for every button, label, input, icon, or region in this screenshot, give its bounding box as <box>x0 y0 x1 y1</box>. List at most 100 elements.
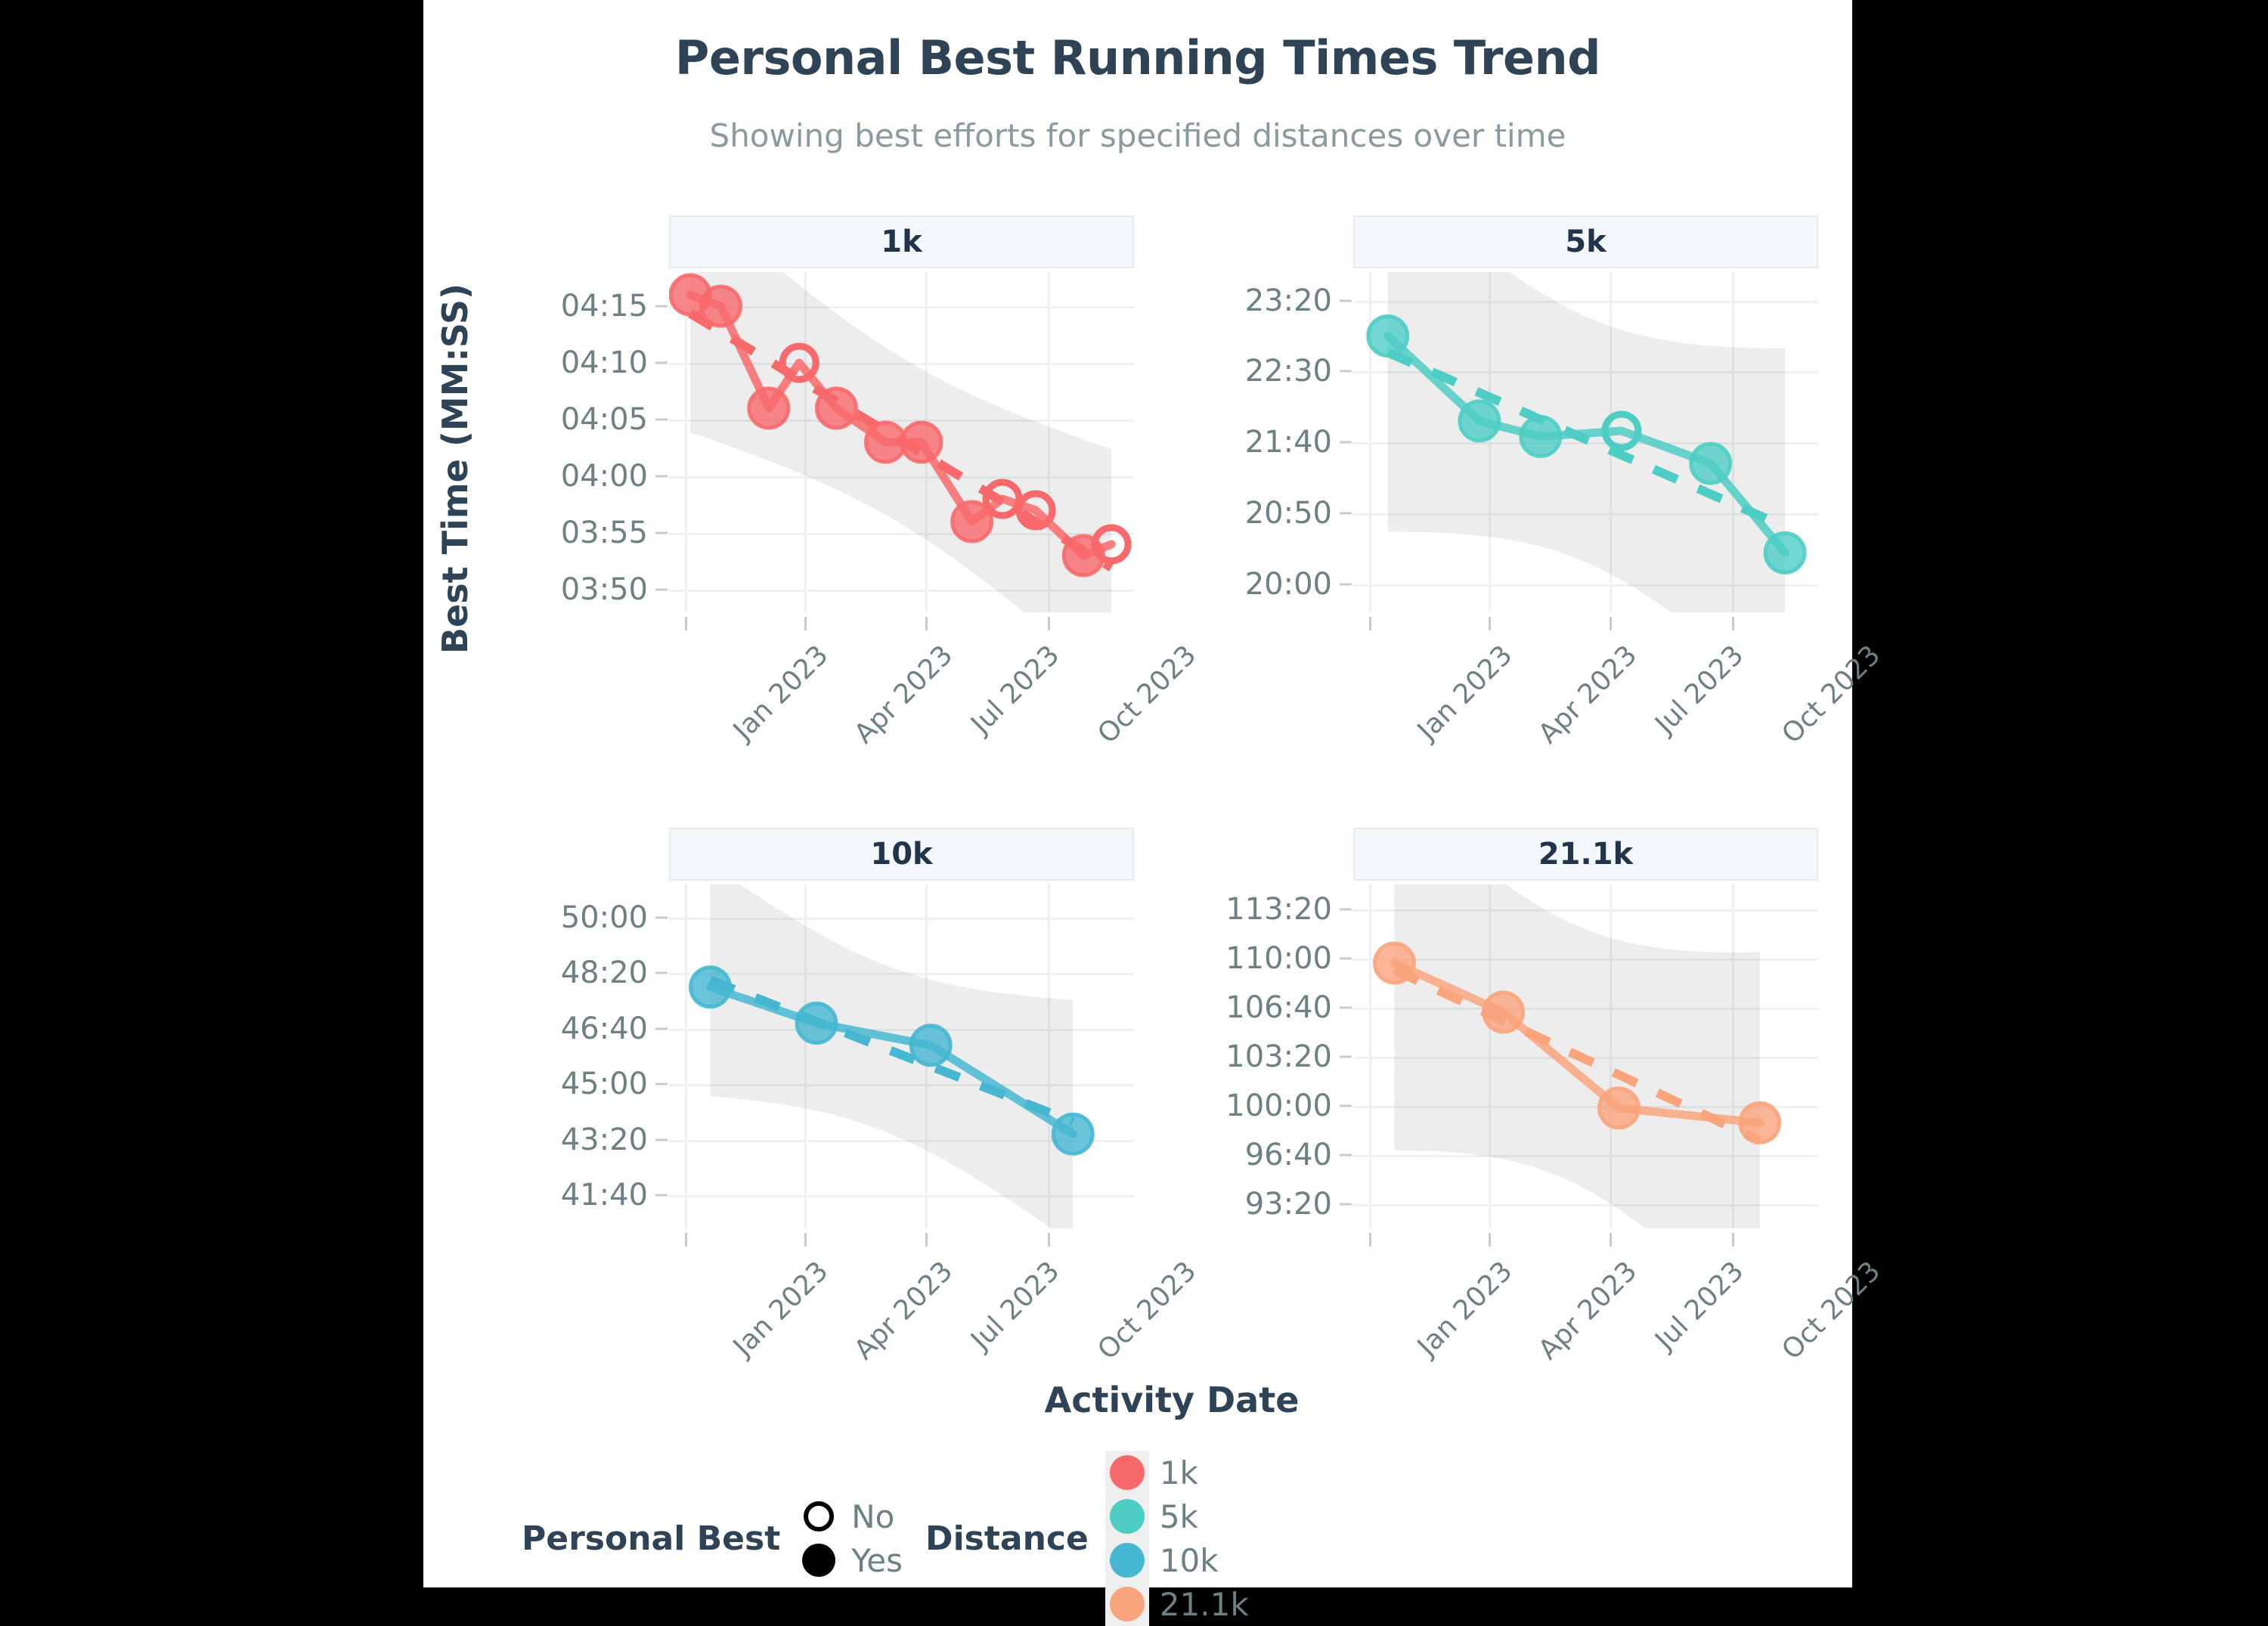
data-point-personal-best[interactable] <box>1763 531 1807 575</box>
data-point-personal-best[interactable] <box>1458 399 1501 443</box>
y-tick-mark <box>655 418 668 421</box>
y-tick-label: 43:20 <box>560 1122 648 1157</box>
y-tick-mark <box>655 916 668 919</box>
y-tick-label: 04:05 <box>560 402 648 437</box>
y-tick-label: 93:20 <box>1244 1186 1332 1222</box>
circle-icon <box>1109 1455 1145 1490</box>
gridline-horizontal <box>669 306 1134 308</box>
data-point-not-personal-best[interactable] <box>1091 524 1132 565</box>
gridline-horizontal <box>669 590 1134 592</box>
y-tick-mark <box>1340 512 1352 515</box>
x-tick-mark <box>804 617 807 630</box>
gridline-vertical <box>685 884 688 1228</box>
legend-item-pb-no[interactable]: No <box>797 1494 903 1538</box>
y-tick-mark <box>655 475 668 478</box>
trend-line <box>1392 965 1762 1145</box>
y-tick-mark <box>1340 299 1352 302</box>
gridline-horizontal <box>1353 1203 1818 1206</box>
data-point-not-personal-best[interactable] <box>1015 490 1056 531</box>
series-21.1k <box>1373 884 1782 1228</box>
y-tick-label: 46:40 <box>560 1011 648 1046</box>
x-tick-mark <box>1610 1233 1613 1247</box>
legend-group-distance: 1k 5k 10k 21.1k <box>1105 1451 1264 1626</box>
gridline-horizontal <box>669 476 1134 479</box>
color-swatch <box>1105 1451 1149 1494</box>
x-tick-mark <box>1731 617 1734 630</box>
data-point-personal-best[interactable] <box>699 284 742 328</box>
gridline-horizontal <box>669 918 1134 921</box>
y-tick-label: 20:50 <box>1244 495 1332 531</box>
data-point-not-personal-best[interactable] <box>779 342 820 383</box>
data-point-not-personal-best[interactable] <box>982 479 1023 519</box>
facet-label: 21.1k <box>1538 837 1634 872</box>
facet-label: 10k <box>870 837 933 872</box>
gridline-horizontal <box>669 1194 1134 1197</box>
x-tick-mark <box>1369 617 1372 630</box>
data-point-personal-best[interactable] <box>1366 314 1410 358</box>
x-tick-mark <box>685 1233 688 1247</box>
legend-item-distance-21.1k[interactable]: 21.1k <box>1105 1582 1249 1626</box>
x-axis-title: Activity Date <box>1044 1380 1300 1420</box>
screenshot-canvas: Personal Best Running Times Trend Showin… <box>423 0 1887 1626</box>
gridline-horizontal <box>1353 1007 1818 1010</box>
data-point-personal-best[interactable] <box>1482 990 1526 1034</box>
plot-area-21.1k[interactable] <box>1353 884 1818 1228</box>
legend-title-personal-best: Personal Best <box>522 1519 781 1558</box>
data-point-personal-best[interactable] <box>814 386 858 430</box>
legend-item-label: 1k <box>1159 1454 1198 1491</box>
circle-icon <box>1109 1499 1145 1534</box>
data-point-personal-best[interactable] <box>950 500 994 544</box>
data-point-personal-best[interactable] <box>689 965 732 1009</box>
data-point-personal-best[interactable] <box>1373 941 1416 985</box>
data-point-personal-best[interactable] <box>909 1024 953 1067</box>
legend-item-label: 5k <box>1159 1497 1198 1535</box>
legend-item-pb-yes[interactable]: Yes <box>797 1538 903 1582</box>
y-tick-label: 100:00 <box>1225 1088 1332 1123</box>
y-tick-mark <box>1340 1055 1352 1058</box>
legend-item-distance-5k[interactable]: 5k <box>1105 1494 1249 1538</box>
legend-item-label: 10k <box>1159 1541 1219 1579</box>
y-tick-mark <box>655 305 668 308</box>
y-tick-mark <box>655 1138 668 1141</box>
data-point-personal-best[interactable] <box>863 420 907 464</box>
gridline-horizontal <box>669 420 1134 422</box>
data-point-personal-best[interactable] <box>900 420 943 464</box>
series-10k <box>689 884 1095 1228</box>
gridline-vertical <box>1047 884 1050 1228</box>
gridline-vertical <box>1369 272 1372 612</box>
y-tick-mark <box>655 588 668 591</box>
data-point-personal-best[interactable] <box>1519 415 1563 458</box>
data-point-personal-best[interactable] <box>795 1002 838 1045</box>
data-point-personal-best[interactable] <box>1689 441 1733 485</box>
data-point-personal-best[interactable] <box>1597 1086 1641 1130</box>
gridline-vertical <box>1731 272 1734 612</box>
data-point-personal-best[interactable] <box>1738 1101 1782 1144</box>
y-tick-label: 113:20 <box>1225 891 1332 927</box>
y-tick-label: 21:40 <box>1244 425 1332 460</box>
y-tick-mark <box>1340 908 1352 910</box>
gridline-horizontal <box>669 1139 1134 1142</box>
gridline-vertical <box>1610 884 1613 1228</box>
x-tick-mark <box>1047 617 1050 630</box>
x-tick-mark <box>1610 617 1613 630</box>
legend-item-distance-1k[interactable]: 1k <box>1105 1451 1249 1494</box>
x-tick-mark <box>804 1233 807 1247</box>
data-point-personal-best[interactable] <box>747 386 791 430</box>
gridline-vertical <box>1369 884 1372 1228</box>
gridline-horizontal <box>669 533 1134 535</box>
y-tick-mark <box>655 531 668 534</box>
data-point-personal-best[interactable] <box>1051 1112 1095 1156</box>
series-line <box>1390 959 1765 1127</box>
plot-area-10k[interactable] <box>669 884 1134 1228</box>
y-tick-mark <box>1340 441 1352 444</box>
legend-item-label: 21.1k <box>1159 1585 1249 1623</box>
plot-area-1k[interactable] <box>669 272 1134 612</box>
y-tick-label: 106:40 <box>1225 990 1332 1025</box>
legend: Personal Best No Yes Distance 1k 5k 10k 21.1… <box>522 1451 1264 1626</box>
y-tick-mark <box>655 361 668 364</box>
plot-area-5k[interactable] <box>1353 272 1818 612</box>
y-tick-mark <box>655 971 668 974</box>
legend-item-distance-10k[interactable]: 10k <box>1105 1538 1249 1582</box>
open-circle-icon <box>797 1494 841 1538</box>
data-point-not-personal-best[interactable] <box>1601 410 1642 451</box>
